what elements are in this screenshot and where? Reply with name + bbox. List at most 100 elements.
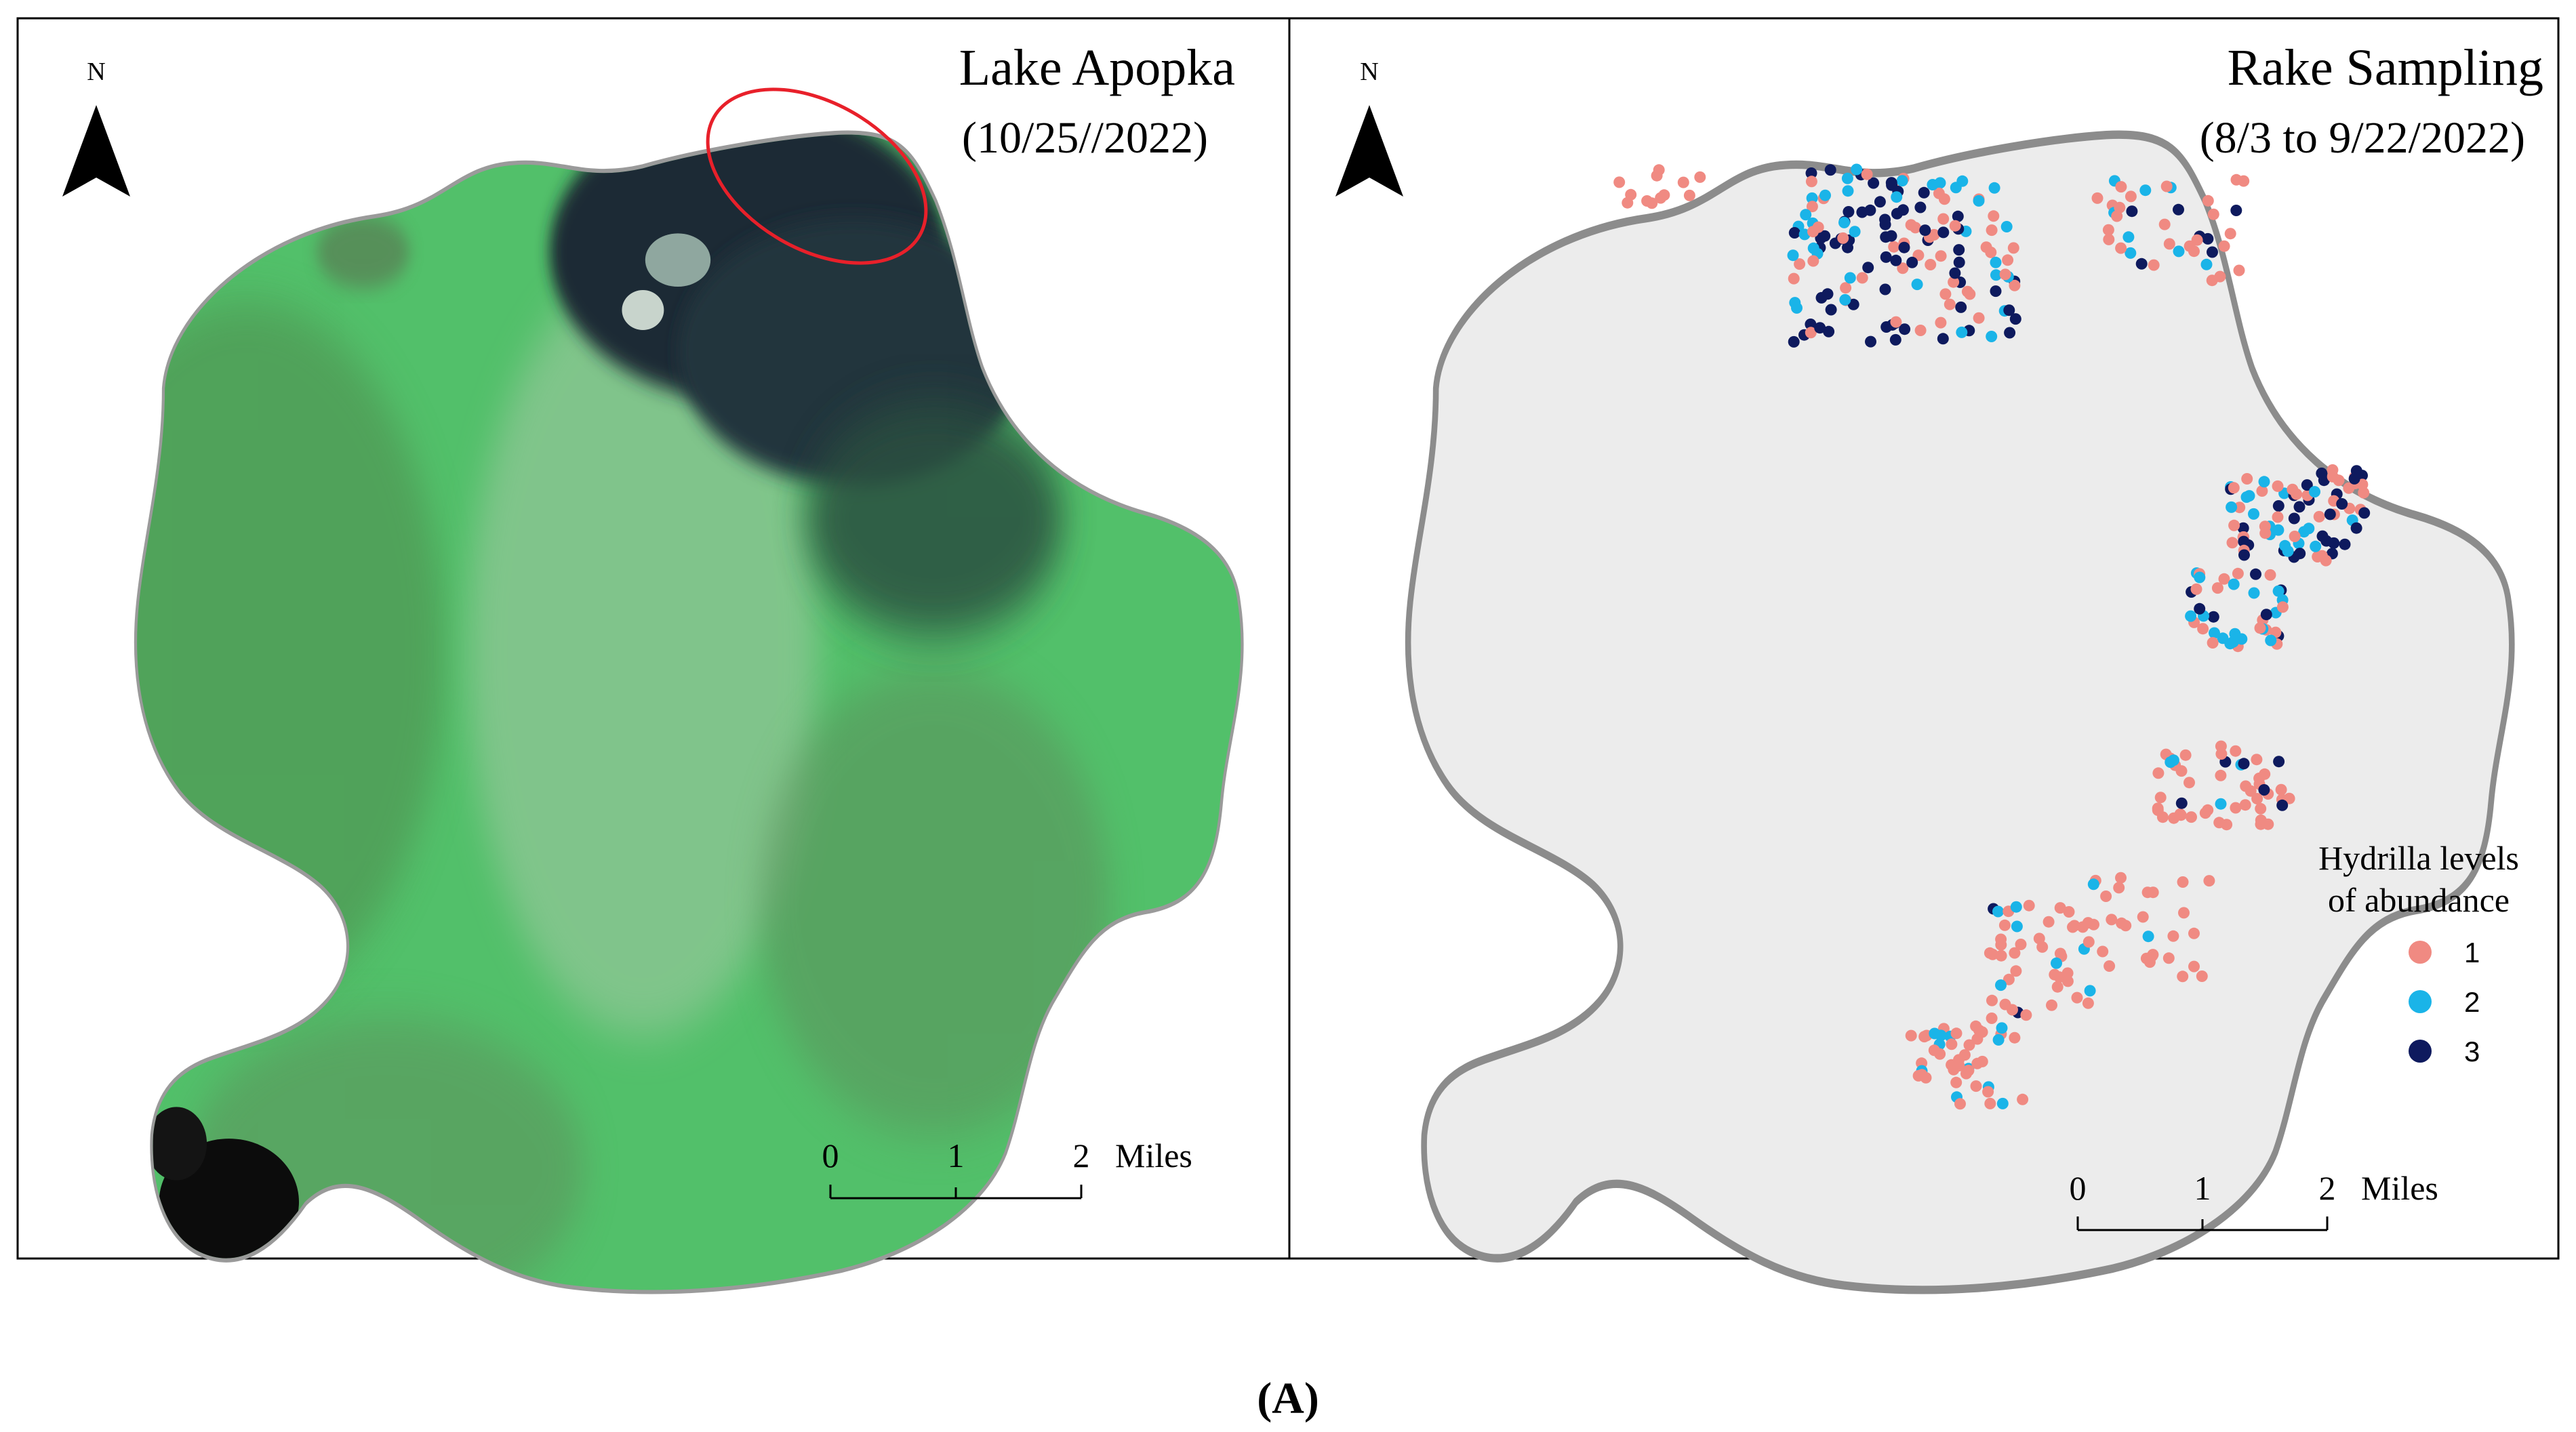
sample-point	[1856, 206, 1868, 218]
left-panel: N Lake Apopka (10/25//2022) 0 1 2 Miles	[48, 39, 1261, 1432]
sample-point	[1990, 269, 2002, 281]
sample-point	[1898, 241, 1910, 253]
sample-point	[1805, 327, 1817, 339]
sample-point	[2226, 501, 2238, 513]
sample-point	[2173, 203, 2184, 216]
sample-point	[2017, 1093, 2029, 1105]
sample-point	[1990, 285, 2002, 298]
sample-point	[2002, 254, 2014, 266]
sample-point	[1944, 298, 1956, 310]
sample-point	[2163, 238, 2175, 250]
sample-point	[1946, 1038, 1958, 1050]
sample-point	[1905, 219, 1917, 231]
sample-point	[1963, 1065, 1975, 1077]
sample-point	[2175, 797, 2188, 809]
sample-point	[2087, 878, 2099, 891]
legend-swatch-level-3	[2409, 1040, 2432, 1063]
sample-point	[1988, 182, 2000, 194]
sample-point	[2183, 240, 2196, 252]
sample-point	[2175, 809, 2187, 821]
sample-point	[2203, 875, 2215, 887]
sample-point	[1807, 242, 1819, 254]
sample-point	[2218, 573, 2230, 585]
sample-point	[2146, 949, 2158, 962]
sample-point	[1655, 192, 1667, 204]
sample-point	[1986, 1012, 1998, 1024]
right-scale-bar: 0 1 2 Miles	[2070, 1169, 2438, 1231]
sample-point	[2272, 511, 2284, 523]
sample-point	[1995, 949, 2007, 962]
sample-point	[1984, 1097, 1996, 1109]
sample-point	[2194, 571, 2206, 584]
sample-point	[2160, 180, 2173, 192]
sample-point	[2293, 501, 2306, 513]
sample-point	[1851, 163, 1863, 176]
sample-point	[1694, 171, 1706, 183]
sample-point	[1992, 1034, 2005, 1046]
sample-point	[1880, 251, 1892, 263]
left-date: (10/25//2022)	[962, 113, 1208, 163]
sample-point	[1937, 333, 1949, 345]
sample-point	[1988, 210, 2000, 222]
satellite-lake-image	[48, 102, 1261, 1432]
sample-point	[2241, 473, 2253, 485]
sample-point	[2348, 472, 2360, 485]
sample-point	[2063, 906, 2075, 918]
sample-point	[1996, 1022, 2008, 1034]
sample-point	[2237, 522, 2249, 534]
sample-point	[1806, 201, 1818, 213]
sample-point	[1906, 256, 1918, 268]
north-arrow-icon	[62, 105, 130, 197]
sample-point	[2142, 930, 2154, 943]
sample-point	[1837, 232, 1849, 244]
right-date: (8/3 to 9/22/2022)	[2200, 113, 2525, 163]
sample-point	[2084, 985, 2096, 997]
sample-point	[1916, 1069, 1928, 1081]
sample-point	[2238, 549, 2250, 561]
sample-point	[2226, 537, 2238, 549]
sample-point	[2228, 482, 2240, 494]
sample-point	[2240, 780, 2252, 792]
sample-point	[2051, 981, 2064, 993]
sample-point	[2202, 195, 2214, 207]
sample-point	[1856, 272, 1868, 284]
sample-point	[1929, 1027, 1941, 1040]
sample-point	[2009, 947, 2021, 959]
sample-point	[2114, 201, 2126, 213]
sample-point	[2115, 242, 2127, 254]
sample-point	[2313, 510, 2325, 523]
left-scale-label-2: 2	[1073, 1137, 1090, 1174]
sample-point	[2054, 902, 2066, 914]
sample-point	[2009, 279, 2021, 291]
sample-point	[1935, 316, 1947, 329]
sample-point	[1952, 210, 1964, 222]
sample-point	[2254, 622, 2266, 634]
sample-point	[2003, 304, 2015, 316]
sample-point	[1791, 302, 1803, 314]
sample-point	[1891, 191, 1903, 203]
sample-point	[1677, 176, 1689, 188]
sample-point	[2251, 754, 2263, 766]
sample-point	[2125, 247, 2137, 259]
sample-point	[1935, 250, 1947, 262]
sample-point	[2259, 527, 2272, 539]
sample-point	[2272, 585, 2285, 597]
sample-point	[2282, 545, 2294, 557]
sample-point	[1950, 1027, 1963, 1040]
sample-point	[2190, 583, 2202, 595]
sample-point	[2316, 467, 2328, 479]
sample-point	[1880, 321, 1893, 333]
left-title: Lake Apopka	[959, 39, 1235, 96]
sample-point	[2310, 540, 2322, 552]
sample-point	[2009, 1031, 2021, 1044]
sample-point	[1819, 230, 1831, 242]
sample-point	[1990, 256, 2002, 268]
sample-point	[1823, 325, 1835, 337]
sample-point	[1842, 185, 1854, 197]
legend-label-level-1: 1	[2464, 937, 2480, 968]
sample-point	[1861, 168, 1873, 180]
sample-point	[2053, 971, 2066, 983]
sample-point	[2120, 920, 2132, 932]
sample-point	[2275, 783, 2287, 796]
